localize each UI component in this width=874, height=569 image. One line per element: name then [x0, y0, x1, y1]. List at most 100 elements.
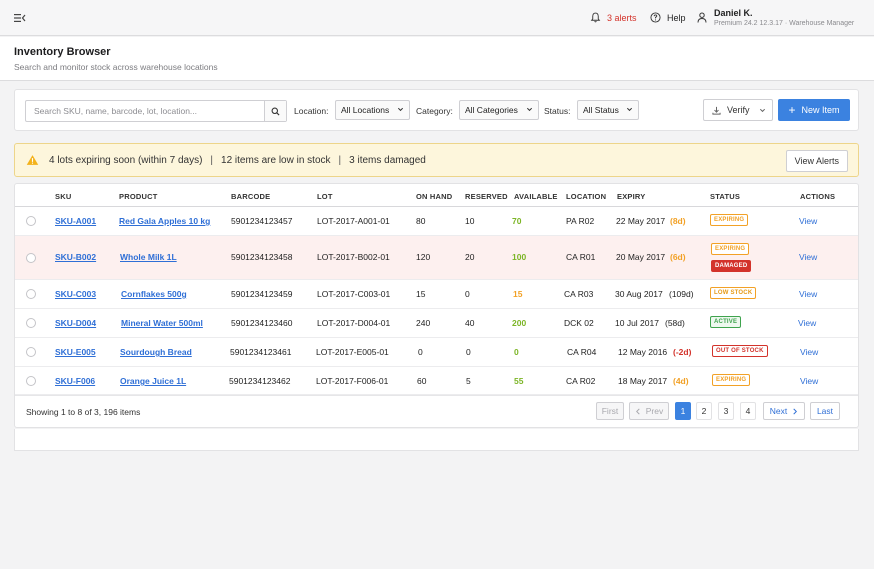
pagination-first[interactable]: First — [596, 402, 624, 420]
status-badge-damaged: DAMAGED — [711, 260, 752, 272]
column-header-sku[interactable]: SKU — [55, 192, 72, 201]
row-select-radio[interactable] — [26, 253, 36, 263]
location-select[interactable]: All Locations — [335, 100, 410, 120]
row-select-radio[interactable] — [26, 347, 36, 357]
alert-separator: | — [210, 155, 214, 166]
help-circle-icon — [650, 12, 661, 23]
sku-link[interactable]: SKU-A001 — [55, 216, 97, 226]
user-name: Daniel K. — [714, 8, 753, 18]
available-cell: 200 — [512, 318, 527, 328]
sku-link[interactable]: SKU-D004 — [55, 318, 97, 328]
reserved-cell: 0 — [465, 289, 470, 299]
table-row[interactable]: SKU-D004 Mineral Water 500ml 59012341234… — [15, 309, 858, 338]
column-header-product[interactable]: PRODUCT — [119, 192, 158, 201]
status-select[interactable]: All Status — [577, 100, 639, 120]
view-link[interactable]: View — [800, 376, 819, 386]
alerts-button[interactable]: 3 alerts — [590, 12, 637, 23]
pagination-page-3[interactable]: 3 — [718, 402, 734, 420]
product-link[interactable]: Cornflakes 500g — [121, 289, 187, 299]
view-alerts-button[interactable]: View Alerts — [785, 150, 848, 172]
search-button[interactable] — [264, 101, 286, 121]
status-badge: ACTIVE — [710, 316, 742, 328]
table-row[interactable]: SKU-B002 Whole Milk 1L 5901234123458 LOT… — [15, 236, 858, 280]
view-link[interactable]: View — [800, 347, 819, 357]
on-hand-cell: 120 — [416, 252, 431, 262]
location-cell: PA R02 — [566, 216, 595, 226]
lot-cell: LOT-2017-E005-01 — [316, 347, 389, 357]
reserved-cell: 20 — [465, 252, 475, 262]
pagination-page-2[interactable]: 2 — [696, 402, 712, 420]
view-link[interactable]: View — [799, 216, 818, 226]
bell-icon — [590, 12, 601, 23]
pagination-prev[interactable]: Prev — [629, 402, 669, 420]
pagination-page-4[interactable]: 4 — [740, 402, 756, 420]
column-header-available[interactable]: AVAILABLE — [514, 192, 558, 201]
table-row[interactable]: SKU-E005 Sourdough Bread 5901234123461 L… — [15, 338, 858, 367]
product-link[interactable]: Sourdough Bread — [120, 347, 192, 357]
search-input[interactable] — [26, 101, 266, 121]
expiry-date-cell: 10 Jul 2017 — [615, 318, 659, 328]
sku-link[interactable]: SKU-E005 — [55, 347, 96, 357]
row-select-radio[interactable] — [26, 318, 36, 328]
available-cell: 0 — [514, 347, 519, 357]
chevron-down-icon — [759, 108, 766, 113]
status-filter-label: Status: — [544, 106, 571, 116]
view-link[interactable]: View — [798, 318, 817, 328]
column-header-reserved[interactable]: RESERVED — [465, 192, 508, 201]
pagination-page-1[interactable]: 1 — [675, 402, 691, 420]
table-row[interactable]: SKU-A001 Red Gala Apples 10 kg 590123412… — [15, 207, 858, 236]
location-cell: CA R01 — [566, 252, 596, 262]
column-header-barcode[interactable]: BARCODE — [231, 192, 271, 201]
row-select-radio[interactable] — [26, 216, 36, 226]
pagination-next[interactable]: Next — [763, 402, 805, 420]
on-hand-cell: 60 — [417, 376, 427, 386]
sku-link[interactable]: SKU-B002 — [55, 252, 97, 262]
barcode-cell: 5901234123461 — [230, 347, 292, 357]
expiry-days-cell: (109d) — [669, 289, 694, 299]
column-header-location[interactable]: LOCATION — [566, 192, 607, 201]
status-badge: OUT OF STOCK — [712, 345, 768, 357]
available-cell: 100 — [512, 252, 527, 262]
lot-cell: LOT-2017-D004-01 — [317, 318, 391, 328]
new-item-button[interactable]: + New Item — [778, 99, 850, 121]
warning-icon — [26, 155, 39, 165]
column-header-status[interactable]: STATUS — [710, 192, 741, 201]
product-link[interactable]: Red Gala Apples 10 kg — [119, 216, 211, 226]
column-header-on-hand[interactable]: ON HAND — [416, 192, 453, 201]
category-select[interactable]: All Categories — [459, 100, 539, 120]
table-row[interactable]: SKU-C003 Cornflakes 500g 5901234123459 L… — [15, 280, 858, 309]
product-link[interactable]: Orange Juice 1L — [120, 376, 187, 386]
alert-separator: | — [338, 155, 342, 166]
status-badge: EXPIRING — [710, 214, 749, 226]
location-cell: CA R04 — [567, 347, 597, 357]
location-filter-label: Location: — [294, 106, 329, 116]
location-select-value: All Locations — [341, 105, 390, 115]
product-link[interactable]: Whole Milk 1L — [120, 252, 177, 262]
row-select-radio[interactable] — [26, 376, 36, 386]
column-header-expiry[interactable]: EXPIRY — [617, 192, 646, 201]
row-select-radio[interactable] — [26, 289, 36, 299]
table-bottom-panel — [14, 429, 859, 451]
barcode-cell: 5901234123462 — [229, 376, 291, 386]
on-hand-cell: 0 — [418, 347, 423, 357]
page-subtitle: Search and monitor stock across warehous… — [14, 62, 218, 72]
lot-cell: LOT-2017-F006-01 — [316, 376, 389, 386]
pagination-last[interactable]: Last — [810, 402, 840, 420]
expiry-days-cell: (8d) — [670, 216, 686, 226]
table-row[interactable]: SKU-F006 Orange Juice 1L 5901234123462 L… — [15, 367, 858, 395]
column-header-lot[interactable]: LOT — [317, 192, 333, 201]
user-menu[interactable]: Daniel K. Premium 24.2 12.3.17 · Warehou… — [697, 8, 854, 27]
help-label: Help — [667, 12, 686, 23]
view-link[interactable]: View — [799, 252, 818, 262]
view-link[interactable]: View — [799, 289, 818, 299]
help-button[interactable]: Help — [650, 12, 686, 23]
on-hand-cell: 240 — [416, 318, 431, 328]
verify-button[interactable]: Verify — [703, 99, 773, 121]
menu-collapse-icon[interactable] — [14, 13, 26, 23]
verify-label: Verify — [727, 105, 750, 115]
expiry-days-cell: (-2d) — [673, 347, 692, 357]
sku-link[interactable]: SKU-F006 — [55, 376, 96, 386]
product-link[interactable]: Mineral Water 500ml — [121, 318, 203, 328]
sku-link[interactable]: SKU-C003 — [55, 289, 97, 299]
available-cell: 55 — [514, 376, 524, 386]
